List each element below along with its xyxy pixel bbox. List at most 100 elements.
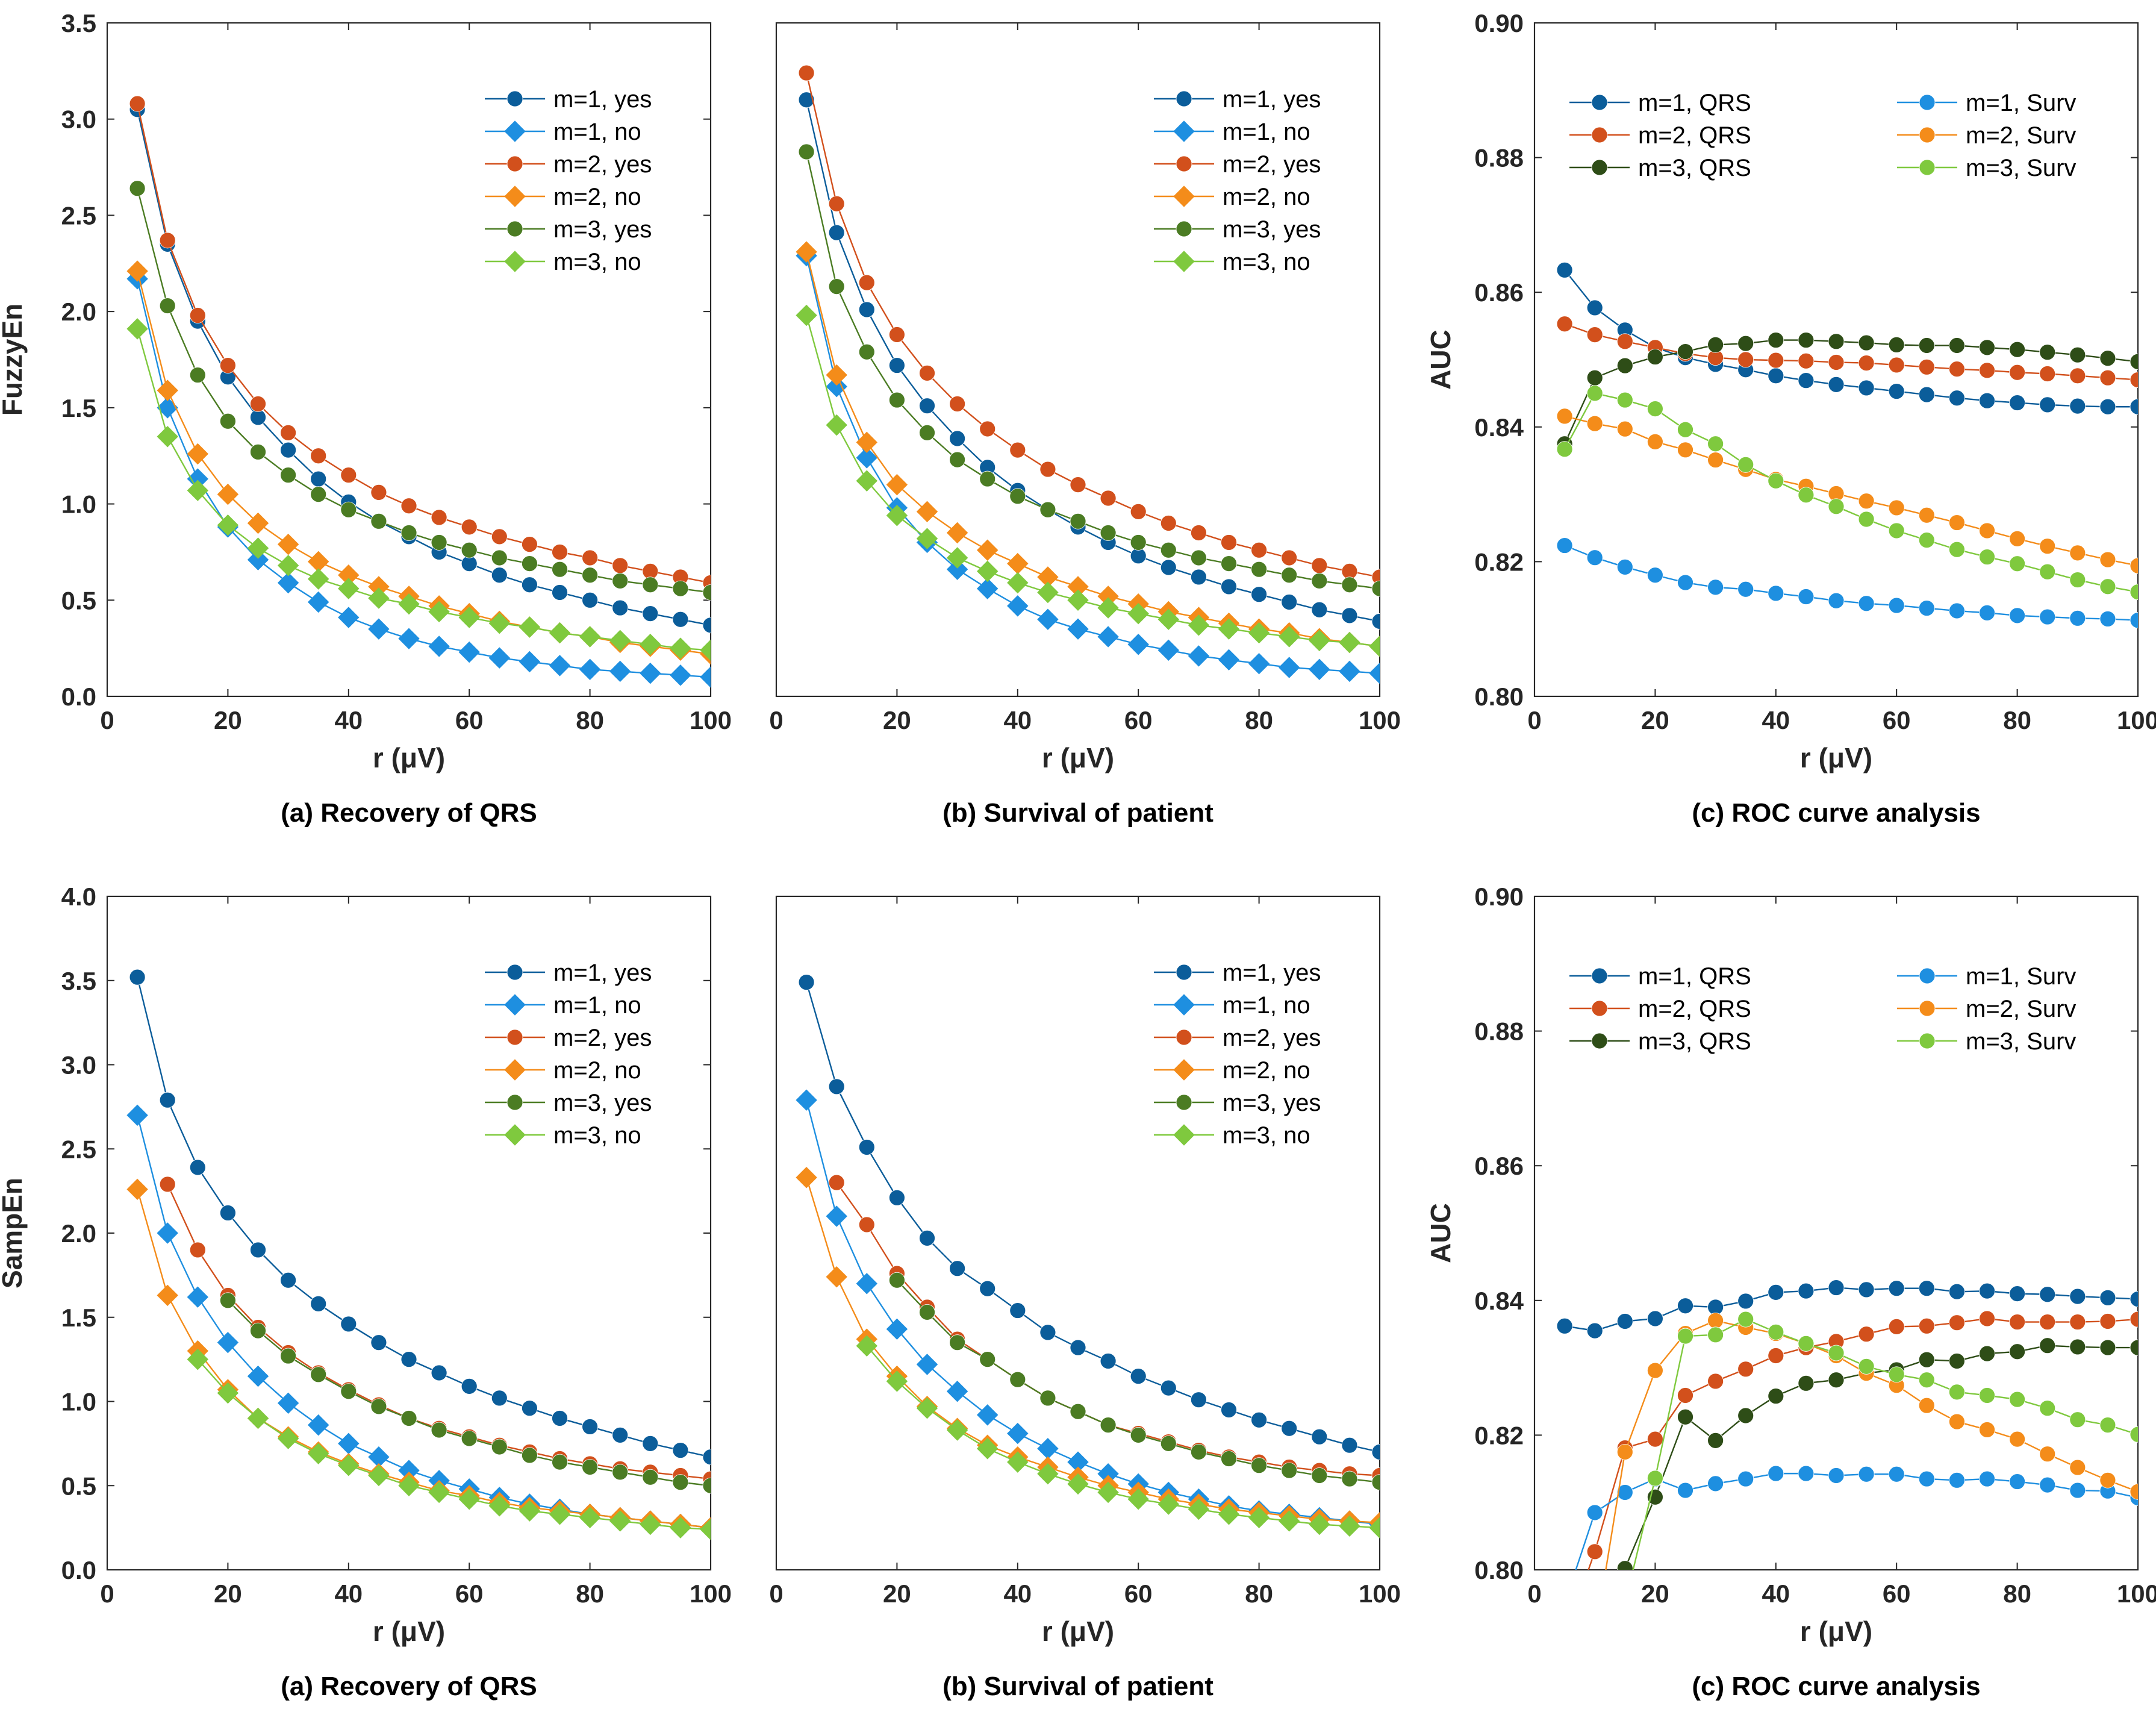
- data-point: [1311, 557, 1328, 574]
- data-point: [219, 413, 236, 430]
- data-point: [2099, 551, 2116, 568]
- data-point: [1218, 649, 1240, 671]
- data-point: [2009, 1431, 2026, 1448]
- data-point: [217, 1382, 239, 1404]
- data-point: [157, 1284, 178, 1307]
- legend-marker: [506, 90, 523, 107]
- axes-frame: [106, 22, 712, 698]
- data-point: [1100, 490, 1117, 507]
- data-point: [1918, 1470, 1935, 1487]
- data-point: [1339, 631, 1360, 654]
- data-point: [1768, 1284, 1784, 1301]
- data-point: [1616, 1484, 1633, 1501]
- x-axis-label: r (μV): [1042, 1616, 1114, 1647]
- data-point: [2009, 341, 2026, 358]
- data-point: [949, 396, 965, 412]
- y-tick-label: 0.90: [1474, 9, 1524, 37]
- data-point: [1191, 1443, 1207, 1460]
- y-tick-label: 2.5: [61, 1135, 96, 1163]
- data-point: [2069, 1411, 2086, 1428]
- data-point: [1737, 1470, 1754, 1487]
- x-tick-label: 80: [576, 706, 604, 734]
- y-tick-label: 0.86: [1474, 278, 1524, 307]
- series-m-2-qrs: [1586, 1310, 2138, 1570]
- data-point: [949, 1260, 965, 1277]
- y-tick-label: 0.90: [1474, 882, 1524, 911]
- data-point: [2039, 1400, 2056, 1417]
- data-point: [1647, 1470, 1663, 1487]
- data-point: [1556, 316, 1573, 333]
- data-point: [642, 1469, 659, 1485]
- legend-marker: [1919, 127, 1936, 143]
- legend-marker: [504, 1124, 526, 1146]
- plot-area: [796, 64, 1380, 684]
- series-m-2-yes: [159, 1176, 711, 1487]
- legend-marker: [1919, 159, 1936, 176]
- data-point: [1097, 626, 1119, 648]
- data-point: [1586, 1543, 1603, 1560]
- data-point: [1160, 542, 1177, 558]
- data-point: [1616, 357, 1633, 374]
- data-point: [1188, 1498, 1210, 1520]
- y-tick-label: 3.5: [61, 967, 96, 995]
- data-point: [1948, 541, 1965, 558]
- data-point: [1707, 337, 1724, 353]
- data-point: [886, 1318, 908, 1340]
- data-point: [949, 430, 965, 447]
- data-point: [1037, 581, 1059, 604]
- data-point: [552, 1410, 568, 1426]
- data-point: [1616, 558, 1633, 575]
- data-point: [858, 274, 875, 291]
- series-m-1-no: [796, 245, 1380, 684]
- data-point: [1768, 332, 1784, 348]
- data-point: [488, 647, 511, 669]
- legend-marker: [506, 964, 523, 981]
- data-point: [1707, 579, 1724, 596]
- data-point: [670, 637, 691, 659]
- data-point: [431, 509, 447, 526]
- series-m-3-no: [187, 1348, 711, 1540]
- legend-marker: [1591, 159, 1608, 176]
- series-m-2-no: [126, 1178, 711, 1539]
- data-point: [280, 424, 297, 441]
- data-point: [2039, 344, 2056, 361]
- data-point: [1009, 442, 1026, 458]
- data-point: [1341, 576, 1358, 593]
- data-point: [340, 501, 357, 518]
- data-point: [886, 1370, 908, 1392]
- data-point: [1188, 645, 1210, 667]
- data-point: [277, 572, 299, 594]
- data-point: [1647, 1310, 1663, 1327]
- data-point: [1616, 333, 1633, 350]
- data-point: [217, 1331, 239, 1354]
- legend-marker: [1591, 967, 1608, 984]
- series-line: [1632, 1318, 2138, 1570]
- data-point: [522, 1400, 538, 1417]
- data-point: [126, 1104, 148, 1126]
- data-point: [612, 1464, 629, 1481]
- chart-panel-5: 0 20 40 60 80 100 r (μV) (b) Survival of patien…: [769, 895, 1401, 1701]
- data-point: [2069, 545, 2086, 561]
- data-point: [1948, 1283, 1965, 1300]
- data-point: [2069, 367, 2086, 384]
- data-point: [1586, 415, 1603, 432]
- data-point: [2130, 1426, 2138, 1443]
- data-point: [1888, 383, 1905, 399]
- y-tick-label: 0.0: [61, 1556, 96, 1584]
- data-point: [828, 278, 845, 295]
- data-point: [1737, 1311, 1754, 1328]
- axes-frame: [775, 895, 1381, 1571]
- data-point: [1556, 537, 1573, 554]
- data-point: [856, 470, 878, 492]
- data-point: [1737, 457, 1754, 473]
- x-tick-label: 20: [214, 1579, 242, 1608]
- data-point: [519, 651, 541, 673]
- legend-label: m=3, Surv: [1966, 155, 2076, 181]
- series-m-2-surv: [1556, 408, 2138, 574]
- data-point: [189, 1242, 206, 1258]
- data-point: [1221, 578, 1237, 595]
- legend-marker: [504, 1059, 526, 1081]
- data-point: [919, 1304, 935, 1320]
- chart-panel-4: 0 20 40 60 80 100 0.0 0.5 1.0 1.5 2.0 2.5 3.0 3.5 4.0 r…: [0, 882, 732, 1701]
- data-point: [582, 1459, 598, 1475]
